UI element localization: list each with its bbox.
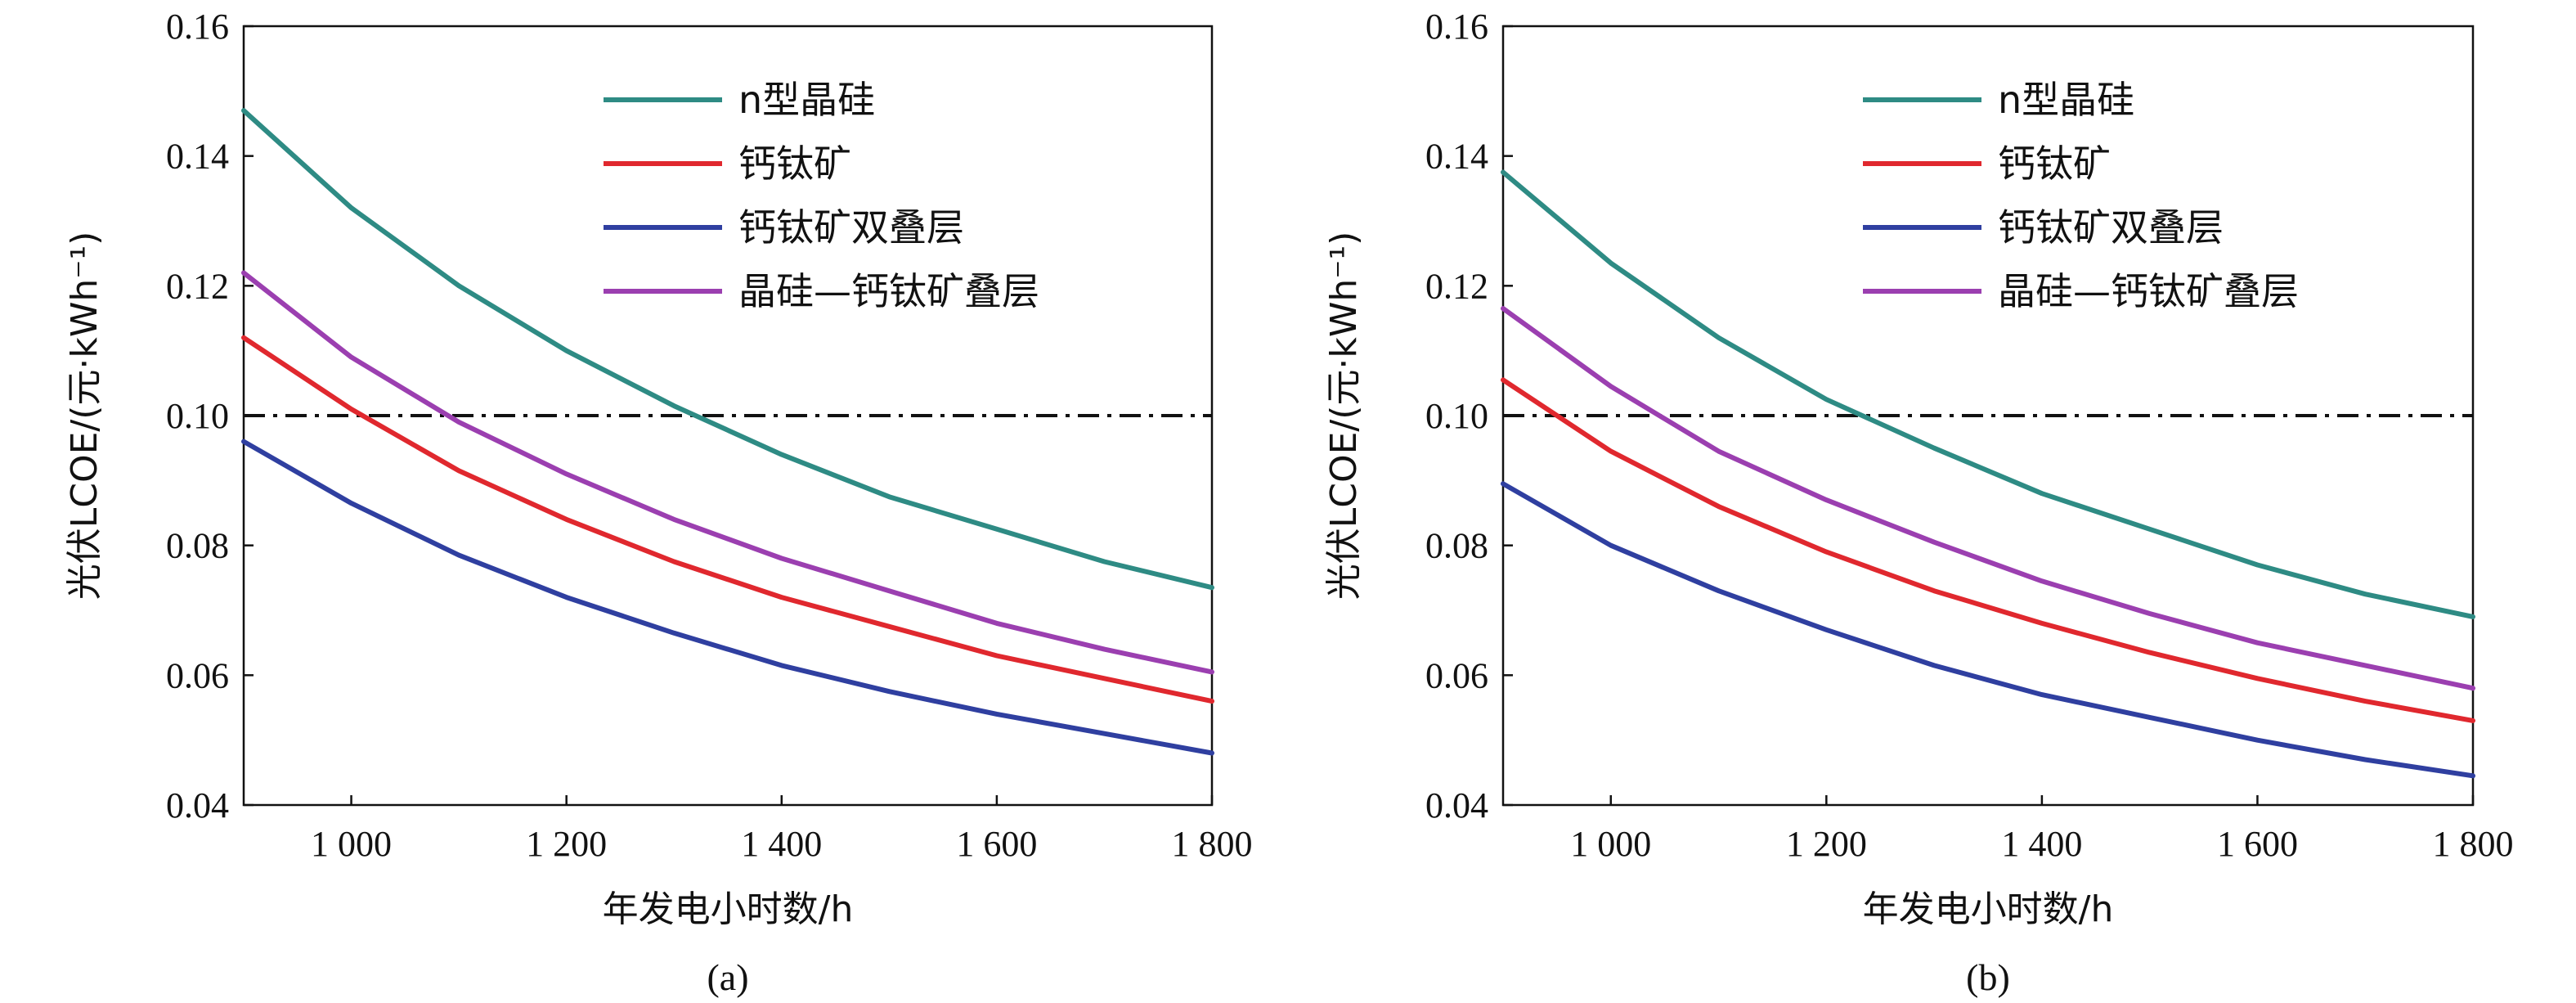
series-line (1501, 306, 2475, 691)
x-tick-label: 1 400 (2001, 824, 2082, 864)
x-tick-label: 1 400 (741, 824, 822, 864)
y-tick-label: 0.10 (166, 396, 229, 436)
y-tick-label: 0.12 (1425, 266, 1488, 306)
legend-label: 钙钛矿 (1998, 142, 2111, 186)
legend-label: 钙钛矿 (738, 142, 851, 186)
series-line (1501, 169, 2475, 619)
legend-label: n型晶硅 (1998, 78, 2134, 122)
y-tick-label: 0.16 (166, 7, 229, 47)
chart-panel-b: 0.04 0.06 0.08 0.10 0.12 0.14 0.16 1 000 1 200 1 … (1323, 7, 2514, 998)
y-axis-title: 光伏LCOE/(元·kWh⁻¹) (64, 232, 105, 600)
x-tick-label: 1 200 (526, 824, 607, 864)
y-tick-label: 0.08 (1425, 526, 1488, 566)
x-tick-label: 1 000 (1570, 824, 1651, 864)
panel-caption: (a) (707, 956, 748, 998)
series-line (1501, 377, 2475, 723)
legend-label: 晶硅—钙钛矿叠层 (1998, 269, 2299, 313)
y-tick-label: 0.14 (1425, 137, 1488, 177)
x-tick-label: 1 800 (2433, 824, 2514, 864)
legend-label: 钙钛矿双叠层 (1998, 205, 2224, 250)
series-line (241, 108, 1214, 591)
series-line (241, 270, 1214, 675)
y-axis-title: 光伏LCOE/(元·kWh⁻¹) (1323, 232, 1365, 600)
chart-panel-a: 0.04 0.06 0.08 0.10 0.12 0.14 0.16 1 000 1 200 1 … (64, 7, 1253, 998)
legend-label: n型晶硅 (738, 78, 875, 122)
y-tick-label: 0.04 (1425, 785, 1488, 825)
legend-label: 钙钛矿双叠层 (738, 205, 964, 250)
x-axis-title: 年发电小时数/h (603, 888, 854, 930)
x-tick-label: 1 000 (311, 824, 392, 864)
x-axis-title: 年发电小时数/h (1863, 888, 2114, 930)
y-tick-label: 0.12 (166, 266, 229, 306)
y-tick-label: 0.08 (166, 526, 229, 566)
legend-label: 晶硅—钙钛矿叠层 (738, 269, 1039, 313)
y-tick-label: 0.16 (1425, 7, 1488, 47)
series-line (1501, 481, 2475, 779)
y-tick-label: 0.06 (166, 655, 229, 695)
y-tick-label: 0.04 (166, 785, 229, 825)
x-tick-label: 1 800 (1172, 824, 1253, 864)
y-tick-label: 0.06 (1425, 655, 1488, 695)
series-line (241, 335, 1214, 704)
x-tick-label: 1 600 (2217, 824, 2298, 864)
x-tick-label: 1 600 (956, 824, 1037, 864)
series-line (241, 439, 1214, 756)
x-tick-label: 1 200 (1786, 824, 1867, 864)
panel-caption: (b) (1966, 956, 2010, 998)
y-tick-label: 0.10 (1425, 396, 1488, 436)
y-tick-label: 0.14 (166, 137, 229, 177)
